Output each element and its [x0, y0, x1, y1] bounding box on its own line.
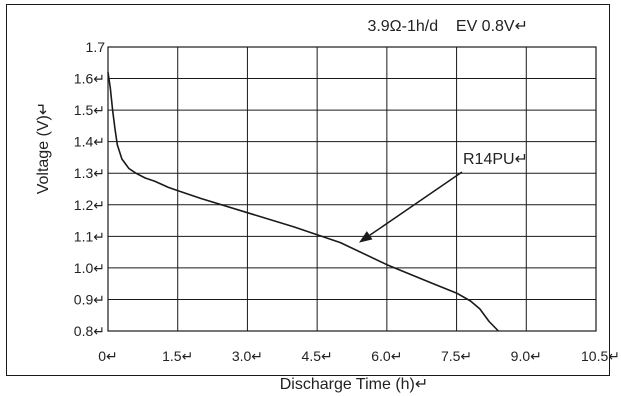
series-line — [107, 72, 499, 332]
y-tick-label: 1.3↵ — [74, 165, 105, 181]
x-tick-label: 6.0↵ — [371, 348, 402, 364]
plot-area-border — [107, 46, 597, 332]
x-tick-label: 7.5↵ — [441, 348, 472, 364]
y-tick-label: 0.8↵ — [74, 323, 105, 339]
x-tick-label: 0↵ — [98, 348, 118, 364]
y-tick-label: 1.5↵ — [74, 102, 105, 118]
y-tick-label: 0.9↵ — [74, 291, 105, 307]
series-layer — [107, 72, 499, 332]
callout-arrowhead — [358, 231, 373, 243]
callout-arrow — [369, 171, 463, 236]
x-tick-label: 4.5↵ — [302, 348, 333, 364]
chart-frame — [6, 4, 610, 376]
y-tick-label: 1.7 — [86, 39, 106, 55]
y-axis-label: Voltage (V)↵ — [35, 102, 52, 195]
y-tick-label: 1.0↵ — [74, 260, 105, 276]
y-tick-label: 1.1↵ — [74, 228, 105, 244]
series-callout-label: R14PU↵ — [463, 151, 528, 168]
x-tick-label: 10.5↵ — [581, 348, 620, 364]
y-tick-label: 1.6↵ — [74, 71, 105, 87]
chart-annotation: 3.9Ω-1h/d EV 0.8V↵ — [367, 18, 528, 35]
x-tick-label: 1.5↵ — [162, 348, 193, 364]
tick-labels: 0.8↵ 0.9↵ 1.0↵ 1.1↵ 1.2↵ 1.3↵ 1.4↵ 1.5↵ 1.6↵ 1.7 0… — [74, 39, 620, 364]
grid — [107, 46, 597, 332]
x-tick-label: 3.0↵ — [232, 348, 263, 364]
x-tick-label: 9.0↵ — [511, 348, 542, 364]
y-tick-label: 1.4↵ — [74, 134, 105, 150]
y-tick-label: 1.2↵ — [74, 197, 105, 213]
x-axis-label: Discharge Time (h)↵ — [280, 376, 429, 393]
